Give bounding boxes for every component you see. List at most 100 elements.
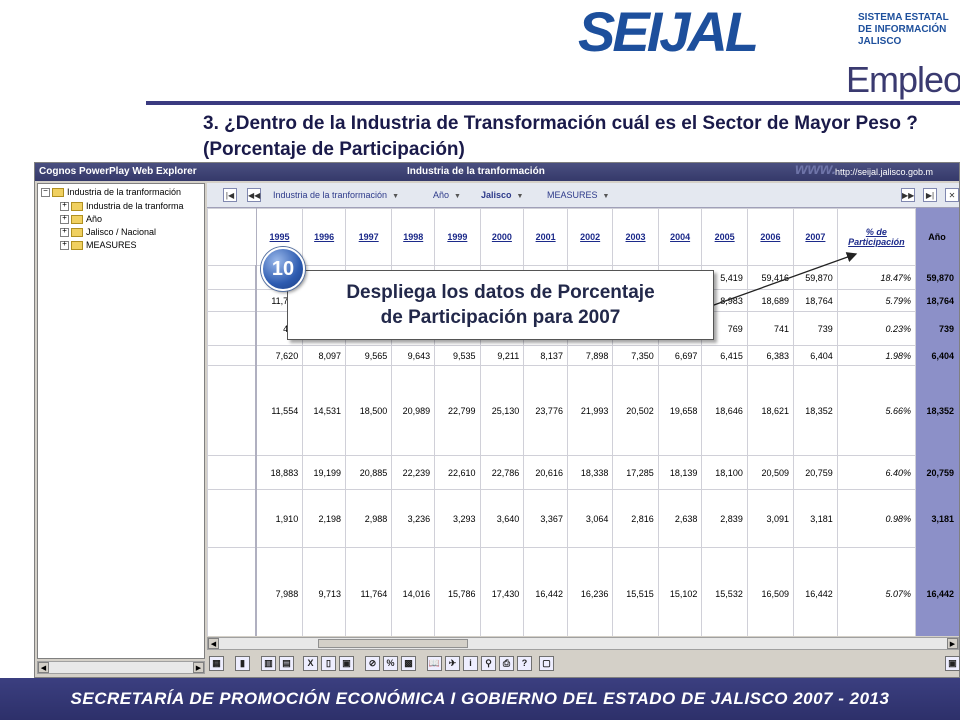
row-header-cell[interactable] bbox=[207, 265, 258, 290]
column-header-year[interactable]: 2007 bbox=[793, 208, 838, 266]
data-cell: 18,139 bbox=[657, 455, 703, 490]
tree-root[interactable]: − Industria de la tranformación bbox=[41, 186, 181, 199]
close-dimension-button[interactable]: ✕ bbox=[945, 188, 959, 202]
column-header-row: 1995 1996 1997 1998 1999 2000 2001 2002 2003 2004… bbox=[207, 208, 959, 266]
table-icon[interactable]: ▤ bbox=[279, 656, 294, 671]
data-cell: 14,531 bbox=[302, 365, 347, 456]
find-icon[interactable]: ⚲ bbox=[481, 656, 496, 671]
participation-cell: 5.66% bbox=[836, 365, 917, 456]
highlight-icon[interactable]: ▩ bbox=[401, 656, 416, 671]
scroll-left-icon[interactable]: ◀ bbox=[208, 638, 219, 649]
column-header-year[interactable]: 2002 bbox=[566, 208, 614, 266]
data-cell: 6,415 bbox=[701, 345, 748, 366]
data-cell: 17,430 bbox=[479, 547, 525, 636]
explain-icon[interactable]: 📖 bbox=[427, 656, 442, 671]
expand-icon[interactable]: + bbox=[60, 202, 69, 212]
participation-cell: 0.98% bbox=[836, 489, 917, 548]
row-header-cell[interactable] bbox=[207, 345, 258, 366]
data-cell: 20,509 bbox=[746, 455, 795, 490]
data-cell: 9,713 bbox=[302, 547, 347, 636]
data-cell: 8,097 bbox=[302, 345, 347, 366]
row-header-cell[interactable] bbox=[207, 547, 258, 636]
column-header-year[interactable]: 1996 bbox=[302, 208, 347, 266]
dimension-label: Industria de la tranformación bbox=[273, 190, 388, 200]
column-header-total[interactable]: Año bbox=[915, 208, 959, 266]
collapse-icon[interactable]: − bbox=[41, 188, 50, 198]
data-cell: 18,621 bbox=[746, 365, 795, 456]
excel-export-icon[interactable]: X bbox=[303, 656, 318, 671]
row-header-cell[interactable] bbox=[207, 489, 258, 548]
column-header-year[interactable]: 2003 bbox=[612, 208, 659, 266]
expand-icon[interactable]: + bbox=[60, 215, 69, 225]
instruction-callout: Despliega los datos de Porcentaje de Par… bbox=[287, 270, 714, 340]
top-bottom-icon[interactable]: % bbox=[383, 656, 398, 671]
data-cell: 2,988 bbox=[345, 489, 393, 548]
column-header-year[interactable]: 2006 bbox=[746, 208, 795, 266]
dimension-measures[interactable]: MEASURES ▼ bbox=[547, 183, 609, 209]
column-header-year[interactable]: 2000 bbox=[479, 208, 525, 266]
participation-cell: 1.98% bbox=[836, 345, 917, 366]
drill-icon[interactable]: ✈ bbox=[445, 656, 460, 671]
folder-icon bbox=[71, 215, 83, 225]
first-page-button[interactable]: |◀ bbox=[223, 188, 237, 202]
participation-cell: 18.47% bbox=[836, 265, 917, 290]
row-header-cell[interactable] bbox=[207, 455, 258, 490]
table-row: 18,883 19,199 20,885 22,239 22,610 22,786 20,6… bbox=[207, 455, 959, 490]
tree-item-industria[interactable]: + Industria de la tranforma bbox=[60, 200, 184, 213]
previous-page-button[interactable]: ◀◀ bbox=[247, 188, 261, 202]
data-cell: 7,350 bbox=[612, 345, 659, 366]
tree-horizontal-scrollbar[interactable]: ◀ ▶ bbox=[37, 661, 205, 674]
dimension-industria[interactable]: Industria de la tranformación ▼ bbox=[273, 183, 399, 209]
row-header-cell[interactable] bbox=[207, 311, 258, 346]
bar-chart-icon[interactable]: ▮ bbox=[235, 656, 250, 671]
row-header-cell[interactable] bbox=[207, 365, 258, 456]
column-header-year[interactable]: 2004 bbox=[657, 208, 703, 266]
step-number-badge: 10 bbox=[261, 247, 305, 291]
tree-item-label: MEASURES bbox=[86, 240, 137, 250]
column-header-year[interactable]: 2001 bbox=[523, 208, 568, 266]
help-icon[interactable]: ? bbox=[517, 656, 532, 671]
column-header-participation[interactable]: % de Participación bbox=[836, 208, 917, 266]
crosstab-view-icon[interactable]: ▦ bbox=[209, 656, 224, 671]
table-row: 11,554 14,531 18,500 20,989 22,799 25,130 23,7… bbox=[207, 365, 959, 456]
data-cell: 11,554 bbox=[255, 365, 304, 456]
grid-horizontal-scrollbar[interactable]: ◀ ▶ bbox=[207, 637, 959, 650]
column-header-year[interactable]: 2005 bbox=[701, 208, 748, 266]
folder-icon bbox=[71, 228, 83, 238]
dimension-anio[interactable]: Año ▼ bbox=[433, 183, 461, 209]
expand-icon[interactable]: + bbox=[60, 228, 69, 238]
dropdown-caret-icon: ▼ bbox=[516, 193, 524, 200]
scroll-right-icon[interactable]: ▶ bbox=[947, 638, 958, 649]
dropdown-caret-icon: ▼ bbox=[392, 193, 399, 200]
columns-icon[interactable]: ▯ bbox=[321, 656, 336, 671]
data-cell: 3,367 bbox=[523, 489, 568, 548]
tree-item-anio[interactable]: + Año bbox=[60, 213, 102, 226]
dimension-jalisco[interactable]: Jalisco ▼ bbox=[481, 183, 523, 209]
data-cell: 59,416 bbox=[746, 265, 795, 290]
total-cell: 59,870 bbox=[915, 265, 959, 290]
stacked-bar-icon[interactable]: ▥ bbox=[261, 656, 276, 671]
data-cell: 19,199 bbox=[302, 455, 347, 490]
row-header-cell[interactable] bbox=[207, 289, 258, 312]
expand-icon[interactable]: + bbox=[60, 241, 69, 251]
data-cell: 22,610 bbox=[434, 455, 481, 490]
data-cell: 3,236 bbox=[391, 489, 436, 548]
scroll-left-icon[interactable]: ◀ bbox=[38, 662, 49, 673]
new-report-icon[interactable]: ▢ bbox=[539, 656, 554, 671]
last-page-button[interactable]: ▶| bbox=[923, 188, 937, 202]
tree-item-measures[interactable]: + MEASURES bbox=[60, 239, 137, 252]
data-cell: 17,285 bbox=[612, 455, 659, 490]
scroll-right-icon[interactable]: ▶ bbox=[193, 662, 204, 673]
next-page-button[interactable]: ▶▶ bbox=[901, 188, 915, 202]
scroll-thumb[interactable] bbox=[318, 639, 468, 648]
tree-item-jalisco[interactable]: + Jalisco / Nacional bbox=[60, 226, 156, 239]
info-icon[interactable]: i bbox=[463, 656, 478, 671]
column-header-year[interactable]: 1997 bbox=[345, 208, 393, 266]
window-icon[interactable]: ▣ bbox=[945, 656, 960, 671]
column-header-year[interactable]: 1998 bbox=[391, 208, 436, 266]
dropdown-caret-icon: ▼ bbox=[454, 193, 461, 200]
print-icon[interactable]: ⎙ bbox=[499, 656, 514, 671]
layout-icon[interactable]: ▣ bbox=[339, 656, 354, 671]
column-header-year[interactable]: 1999 bbox=[434, 208, 481, 266]
zero-suppress-icon[interactable]: ⊘ bbox=[365, 656, 380, 671]
